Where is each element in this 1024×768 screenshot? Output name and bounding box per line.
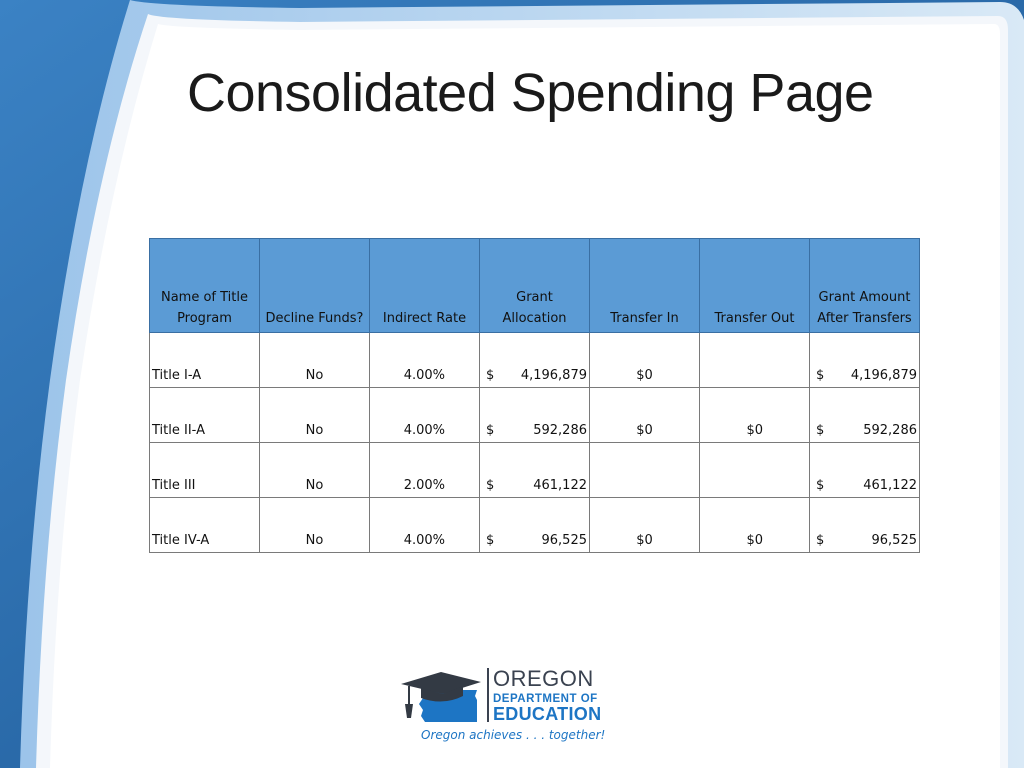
cell-transfer-out (699, 332, 810, 388)
header-indirect-rate: Indirect Rate (369, 238, 480, 333)
cell-after-transfers: $592,286 (809, 387, 920, 443)
cell-transfer-in (589, 442, 700, 498)
cell-decline: No (259, 442, 370, 498)
header-grant-after-transfers: Grant Amount After Transfers (809, 238, 920, 333)
cell-rate: 2.00% (369, 442, 480, 498)
header-decline-funds: Decline Funds? (259, 238, 370, 333)
table-row: Title IV-A No 4.00% $96,525 $0 $0 $96,52… (149, 497, 920, 553)
cell-decline: No (259, 332, 370, 388)
cell-allocation: $96,525 (479, 497, 590, 553)
oregon-education-logo: OREGON DEPARTMENT OF EDUCATION Oregon ac… (399, 666, 609, 746)
cell-after-transfers: $4,196,879 (809, 332, 920, 388)
logo-tagline: Oregon achieves . . . together! (421, 728, 606, 742)
header-program: Name of Title Program (149, 238, 260, 333)
table-header-row: Name of Title Program Decline Funds? Indi… (149, 238, 920, 333)
cell-after-transfers: $96,525 (809, 497, 920, 553)
cell-program: Title I-A (149, 332, 260, 388)
cell-program: Title IV-A (149, 497, 260, 553)
cell-transfer-out (699, 442, 810, 498)
cell-decline: No (259, 497, 370, 553)
cell-program: Title II-A (149, 387, 260, 443)
logo-divider (487, 668, 489, 722)
logo-oregon-text: OREGON (493, 666, 594, 691)
spending-table: Name of Title Program Decline Funds? Indi… (149, 238, 920, 553)
cell-transfer-out: $0 (699, 387, 810, 443)
logo-department-text: DEPARTMENT OF (493, 693, 598, 705)
cell-allocation: $461,122 (479, 442, 590, 498)
cell-rate: 4.00% (369, 387, 480, 443)
page-title: Consolidated Spending Page (187, 63, 874, 123)
logo-education-text: EDUCATION (493, 704, 602, 724)
cell-rate: 4.00% (369, 497, 480, 553)
cell-rate: 4.00% (369, 332, 480, 388)
cell-transfer-in: $0 (589, 387, 700, 443)
graduation-cap-oregon-icon (401, 672, 481, 722)
header-grant-allocation: Grant Allocation (479, 238, 590, 333)
cell-allocation: $4,196,879 (479, 332, 590, 388)
cell-transfer-out: $0 (699, 497, 810, 553)
header-transfer-out: Transfer Out (699, 238, 810, 333)
table-row: Title I-A No 4.00% $4,196,879 $0 $4,196,… (149, 332, 920, 388)
table-row: Title II-A No 4.00% $592,286 $0 $0 $592,… (149, 387, 920, 443)
cell-transfer-in: $0 (589, 497, 700, 553)
cell-program: Title III (149, 442, 260, 498)
cell-allocation: $592,286 (479, 387, 590, 443)
table-row: Title III No 2.00% $461,122 $461,122 (149, 442, 920, 498)
header-transfer-in: Transfer In (589, 238, 700, 333)
cell-transfer-in: $0 (589, 332, 700, 388)
cell-decline: No (259, 387, 370, 443)
cell-after-transfers: $461,122 (809, 442, 920, 498)
